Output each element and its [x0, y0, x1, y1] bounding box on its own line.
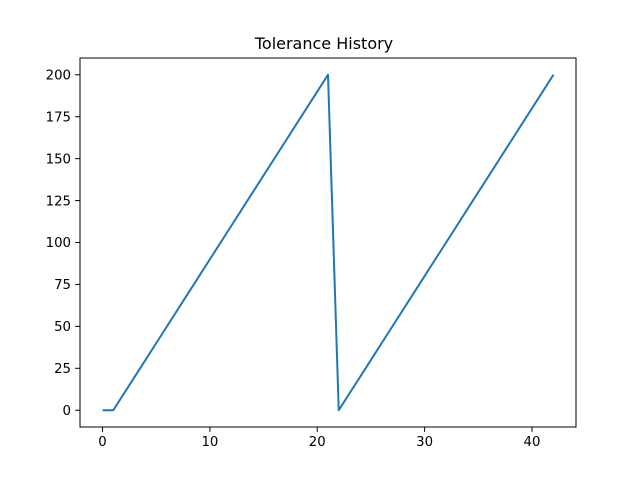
- plot-area: 0 10 20 30 40 0 25 50 75 100 125 150 175 200: [46, 57, 577, 450]
- x-tick-label: 0: [98, 435, 106, 450]
- y-tick-label: 75: [54, 278, 71, 293]
- x-tick-label: 20: [309, 435, 326, 450]
- y-tick-label: 175: [46, 110, 71, 125]
- y-tick-label: 150: [46, 152, 71, 167]
- axes-frame: [79, 57, 577, 428]
- y-tick-label: 200: [46, 68, 71, 83]
- y-tick-label: 0: [63, 404, 71, 419]
- y-tick-label: 25: [54, 362, 71, 377]
- x-tick-label: 40: [524, 435, 541, 450]
- x-tick-label: 30: [416, 435, 433, 450]
- chart-title: Tolerance History: [254, 34, 393, 53]
- y-tick-label: 100: [46, 236, 71, 251]
- series-line-0: [102, 73, 555, 412]
- y-tick-label: 125: [46, 194, 71, 209]
- y-tick-label: 50: [54, 320, 71, 335]
- x-tick-label: 10: [201, 435, 218, 450]
